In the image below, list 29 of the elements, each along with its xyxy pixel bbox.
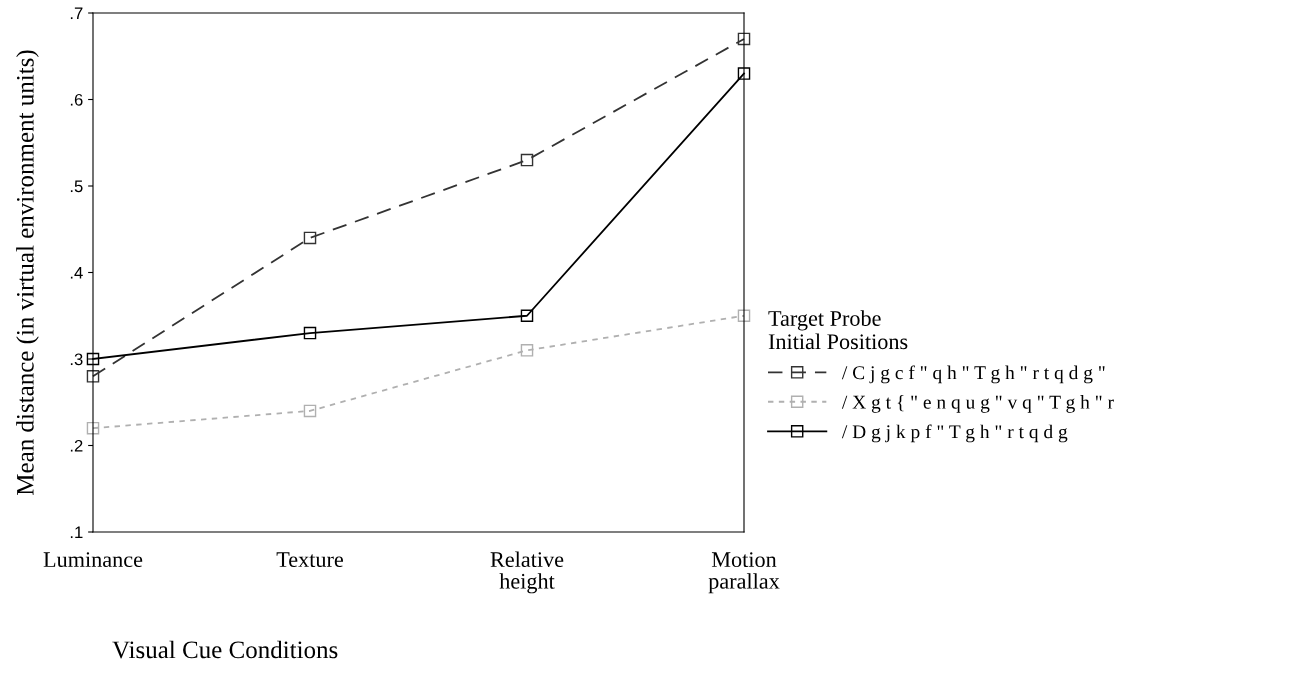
- x-axis-title: Visual Cue Conditions: [112, 640, 338, 659]
- x-tick-label: Relative height: [490, 551, 564, 594]
- point: [520, 153, 534, 167]
- point: [303, 326, 317, 340]
- y-tick-label: .1: [70, 526, 83, 539]
- y-tick-label: .3: [70, 353, 83, 366]
- y-tick-label: .5: [70, 180, 83, 193]
- y-axis-title: Mean distance (in virtual environment units): [16, 50, 39, 495]
- y-tick-label: .7: [70, 7, 83, 20]
- x-tick-label: Texture: [276, 552, 343, 568]
- x-tick-label: Luminance: [43, 552, 143, 568]
- x-tick-label: Motion parallax: [708, 552, 780, 594]
- y-tick-label: .4: [70, 267, 83, 279]
- y-tick-label: .2: [70, 439, 83, 452]
- legend-label: / D g j k p f " T g h " r t q d g: [841, 424, 1068, 443]
- legend-label: / C j g c f " q h " T g h " r t q d g ": [841, 365, 1105, 384]
- point: [737, 32, 751, 46]
- point: [520, 344, 534, 357]
- y-tick-label: .6: [70, 93, 83, 106]
- legend-title: Target Probe Initial Positions: [768, 310, 908, 350]
- point: [303, 231, 317, 245]
- point: [86, 421, 100, 435]
- point: [86, 352, 100, 366]
- point: [303, 404, 317, 418]
- point: [737, 309, 751, 323]
- legend-label: / X g t { " e n q u g " v q " T g h " r: [841, 395, 1114, 413]
- point: [737, 67, 751, 80]
- point: [520, 309, 534, 323]
- point: [86, 370, 100, 383]
